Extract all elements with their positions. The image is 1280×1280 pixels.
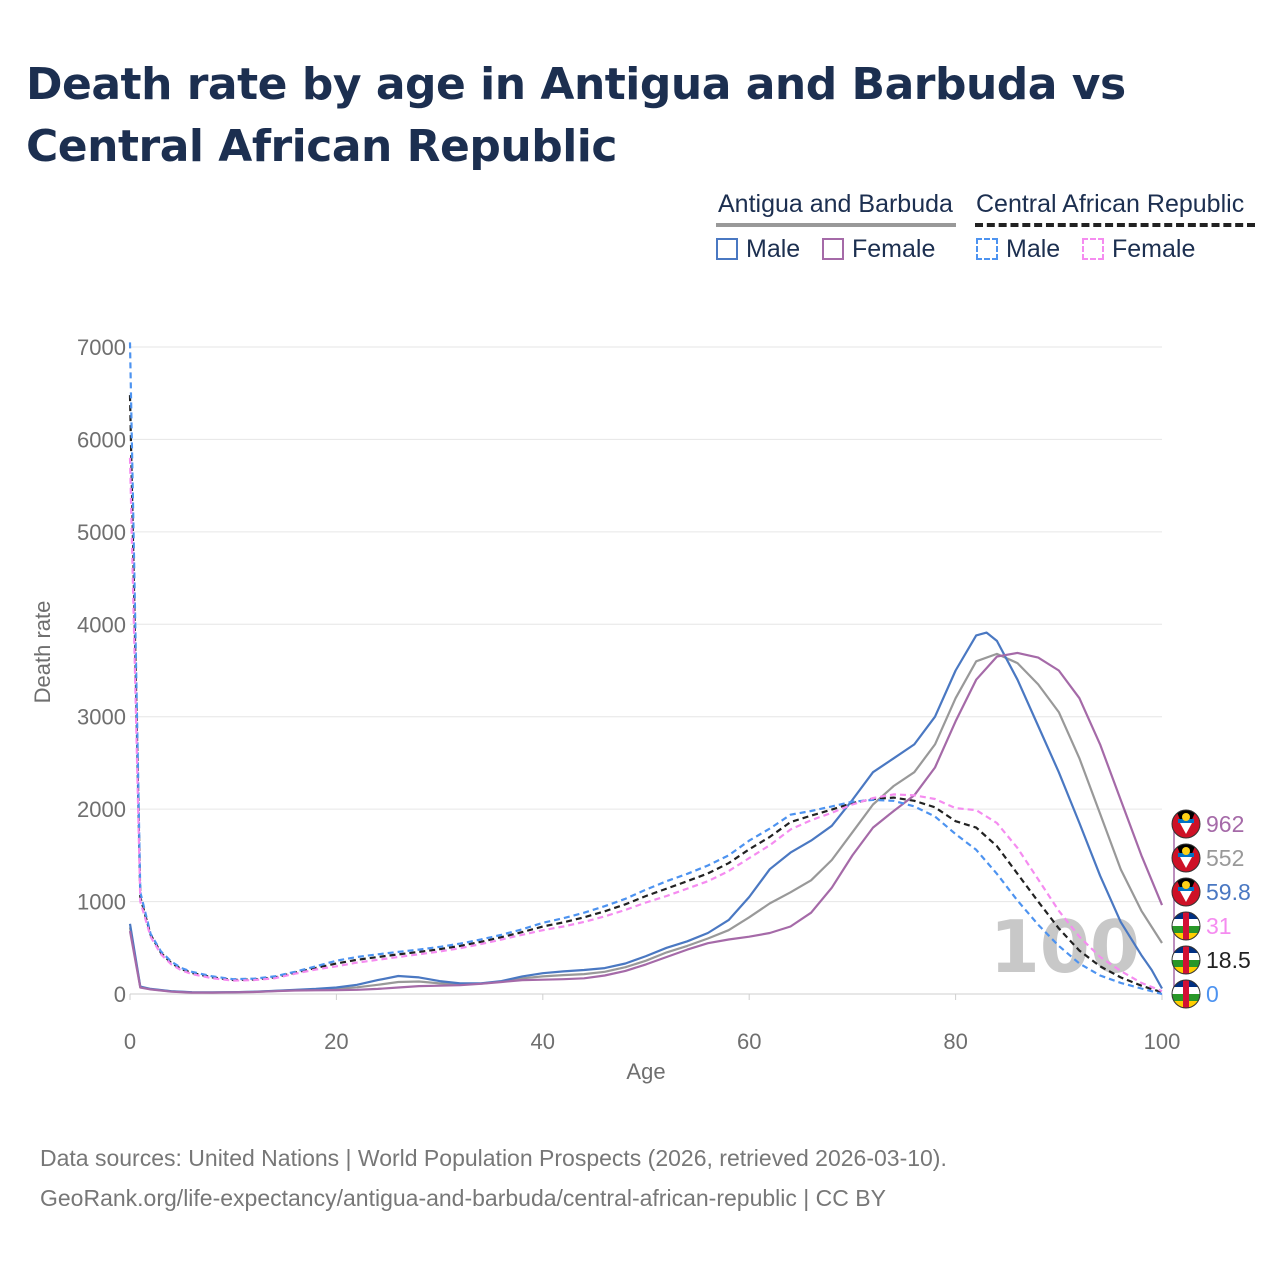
car-flag-icon <box>1172 946 1200 974</box>
x-tick-label-100: 100 <box>1144 1029 1181 1054</box>
watermark-year: 100 <box>990 905 1140 989</box>
legend-label-car-male: Male <box>1006 234 1061 263</box>
source-line-2[interactable]: GeoRank.org/life-expectancy/antigua-and-… <box>40 1185 886 1211</box>
legend-swatch-antigua-female <box>822 238 844 260</box>
y-axis-ticks: 0 1000 2000 3000 4000 5000 6000 7000 <box>77 335 126 1007</box>
legend-swatch-antigua-male <box>716 238 738 260</box>
end-label-value: 18.5 <box>1206 947 1251 973</box>
y-tick-label-5000: 5000 <box>77 520 126 545</box>
end-label-value: 0 <box>1206 981 1219 1007</box>
antigua-flag-icon <box>1172 844 1200 872</box>
y-tick-label-0: 0 <box>114 982 126 1007</box>
end-label-value: 552 <box>1206 845 1244 871</box>
x-tick-label-80: 80 <box>943 1029 967 1054</box>
end-label-antigua-and-barbuda-male: 59.8 <box>1171 877 1251 907</box>
antigua-flag-icon <box>1172 810 1200 838</box>
series-line-central-african-republic-male[interactable] <box>128 342 1163 996</box>
legend-group-title-antigua: Antigua and Barbuda <box>718 190 953 218</box>
chart-title: Death rate by age in Antigua and Barbuda… <box>26 59 1126 172</box>
y-tick-label-1000: 1000 <box>77 890 126 915</box>
end-labels: 962 552 59.8 31 18.5 0 <box>1171 809 1251 1009</box>
source-note: Data sources: United Nations | World Pop… <box>40 1138 947 1218</box>
legend-item-car-male[interactable]: Male <box>976 234 1060 264</box>
antigua-flag-icon <box>1172 878 1200 906</box>
end-label-value: 31 <box>1206 913 1232 939</box>
series-line-antigua-and-barbuda-female[interactable] <box>128 651 1164 994</box>
car-flag-icon <box>1172 912 1200 940</box>
legend-item-antigua-male[interactable]: Male <box>716 234 800 264</box>
x-tick-label-40: 40 <box>531 1029 555 1054</box>
car-flag-icon <box>1172 980 1200 1008</box>
end-label-value: 59.8 <box>1206 879 1251 905</box>
series-line-central-african-republic-female[interactable] <box>128 457 1163 993</box>
legend-label-antigua-male: Male <box>746 234 801 263</box>
legend-rule-dashed <box>975 223 1255 227</box>
source-line-1: Data sources: United Nations | World Pop… <box>40 1145 947 1171</box>
x-tick-label-0: 0 <box>124 1029 136 1054</box>
x-axis-title: Age <box>626 1059 665 1084</box>
x-axis-ticks: 0 20 40 60 80 100 <box>124 994 1180 1054</box>
y-tick-label-4000: 4000 <box>77 612 126 637</box>
end-label-antigua-and-barbuda-female: 962 <box>1171 809 1244 839</box>
x-tick-label-20: 20 <box>324 1029 348 1054</box>
series-lines <box>128 342 1164 996</box>
legend-item-antigua-female[interactable]: Female <box>822 234 935 264</box>
series-line-central-african-republic-total[interactable] <box>128 395 1163 994</box>
end-label-central-african-republic-total: 18.5 <box>1171 945 1251 975</box>
y-axis-title: Death rate <box>30 601 55 704</box>
end-label-central-african-republic-male: 0 <box>1171 979 1219 1009</box>
legend-label-antigua-female: Female <box>852 234 936 263</box>
legend-rule-solid <box>716 223 956 227</box>
y-tick-label-3000: 3000 <box>77 705 126 730</box>
y-tick-label-7000: 7000 <box>77 335 126 360</box>
end-label-antigua-and-barbuda-total: 552 <box>1171 843 1244 873</box>
legend-item-car-female[interactable]: Female <box>1082 234 1195 264</box>
x-tick-label-60: 60 <box>737 1029 761 1054</box>
watermark-group: 100 <box>990 905 1140 989</box>
legend-swatch-car-male <box>976 238 998 260</box>
legend-label-car-female: Female <box>1112 234 1196 263</box>
end-label-central-african-republic-female: 31 <box>1171 911 1232 941</box>
end-label-value: 962 <box>1206 811 1244 837</box>
grid-lines <box>130 346 1162 995</box>
legend-swatch-car-female <box>1082 238 1104 260</box>
y-tick-label-2000: 2000 <box>77 797 126 822</box>
y-tick-label-6000: 6000 <box>77 427 126 452</box>
legend-group-title-car: Central African Republic <box>976 190 1245 218</box>
